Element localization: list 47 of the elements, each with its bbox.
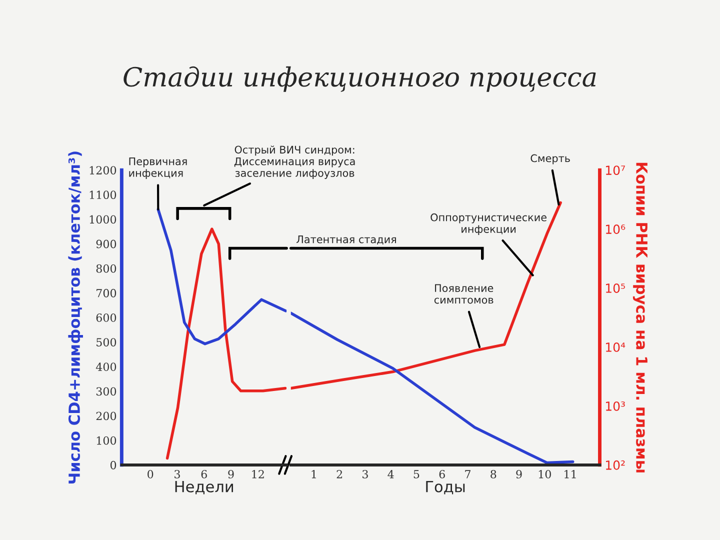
x-tick-label: 3 xyxy=(174,470,180,478)
x-tick-label: 5 xyxy=(414,470,420,478)
y-axis-title: Число CD4+лимфоцитов (клеток/мл³) xyxy=(68,152,83,484)
y-tick-label: 700 xyxy=(96,288,116,298)
x-axis-title: Годы xyxy=(426,481,465,494)
y-tick-label: 900 xyxy=(96,240,116,248)
x-tick-label: 6 xyxy=(439,470,445,478)
y-tick-label: 800 xyxy=(96,264,116,273)
y-tick-label: 200 xyxy=(96,412,116,420)
y-tick-label: 1000 xyxy=(90,215,116,224)
x-axis-title: Недели xyxy=(175,481,233,494)
y2-tick-label: 10³ xyxy=(606,401,625,411)
y2-axis-title: Копии РНК вируса на 1 мл. плазмы xyxy=(632,162,648,472)
annotation: Оппортунистические инфекции xyxy=(430,213,546,235)
line-series xyxy=(156,208,287,346)
y-tick-label: 1100 xyxy=(90,190,116,200)
x-tick-label: 4 xyxy=(388,470,394,478)
x-tick-label: 3 xyxy=(362,470,368,478)
y2-tick-label: 10⁶ xyxy=(606,224,626,234)
annotation: Первичная инфекция xyxy=(129,158,187,179)
x-tick-label: 9 xyxy=(228,470,234,478)
x-tick-label: 8 xyxy=(490,470,496,478)
y2-tick-label: 10² xyxy=(606,460,625,470)
y-tick-label: 100 xyxy=(96,436,116,445)
text: Стадии инфекционного процесса xyxy=(124,66,596,92)
y-tick-label: 300 xyxy=(96,387,116,396)
x-tick-label: 2 xyxy=(336,470,342,478)
x-tick-label: 12 xyxy=(252,470,264,478)
annotation: Появление симптомов xyxy=(434,284,494,304)
x-tick-label: 10 xyxy=(538,470,551,478)
x-tick-label: 9 xyxy=(516,470,522,478)
y2-tick-label: 10⁵ xyxy=(606,284,625,293)
x-tick-label: 7 xyxy=(465,470,470,478)
y-tick-label: 1200 xyxy=(90,166,116,174)
y-tick-label: 500 xyxy=(96,338,116,346)
y2-tick-label: 10⁷ xyxy=(606,166,625,176)
x-tick-label: 6 xyxy=(201,470,207,478)
y2-tick-label: 10⁴ xyxy=(606,342,626,352)
x-tick-label: 0 xyxy=(148,470,154,478)
annotation: Смерть xyxy=(530,154,570,164)
annotation: Острый ВИЧ синдром: Диссеминация вируса заселение лифоузлов xyxy=(234,146,355,179)
y-tick-label: 0 xyxy=(110,460,116,470)
x-tick-label: 11 xyxy=(564,470,576,478)
y-tick-label: 400 xyxy=(96,362,116,372)
y-tick-label: 600 xyxy=(96,313,116,322)
annotation: Латентная стадия xyxy=(296,236,396,245)
x-tick-label: 1 xyxy=(312,470,316,478)
